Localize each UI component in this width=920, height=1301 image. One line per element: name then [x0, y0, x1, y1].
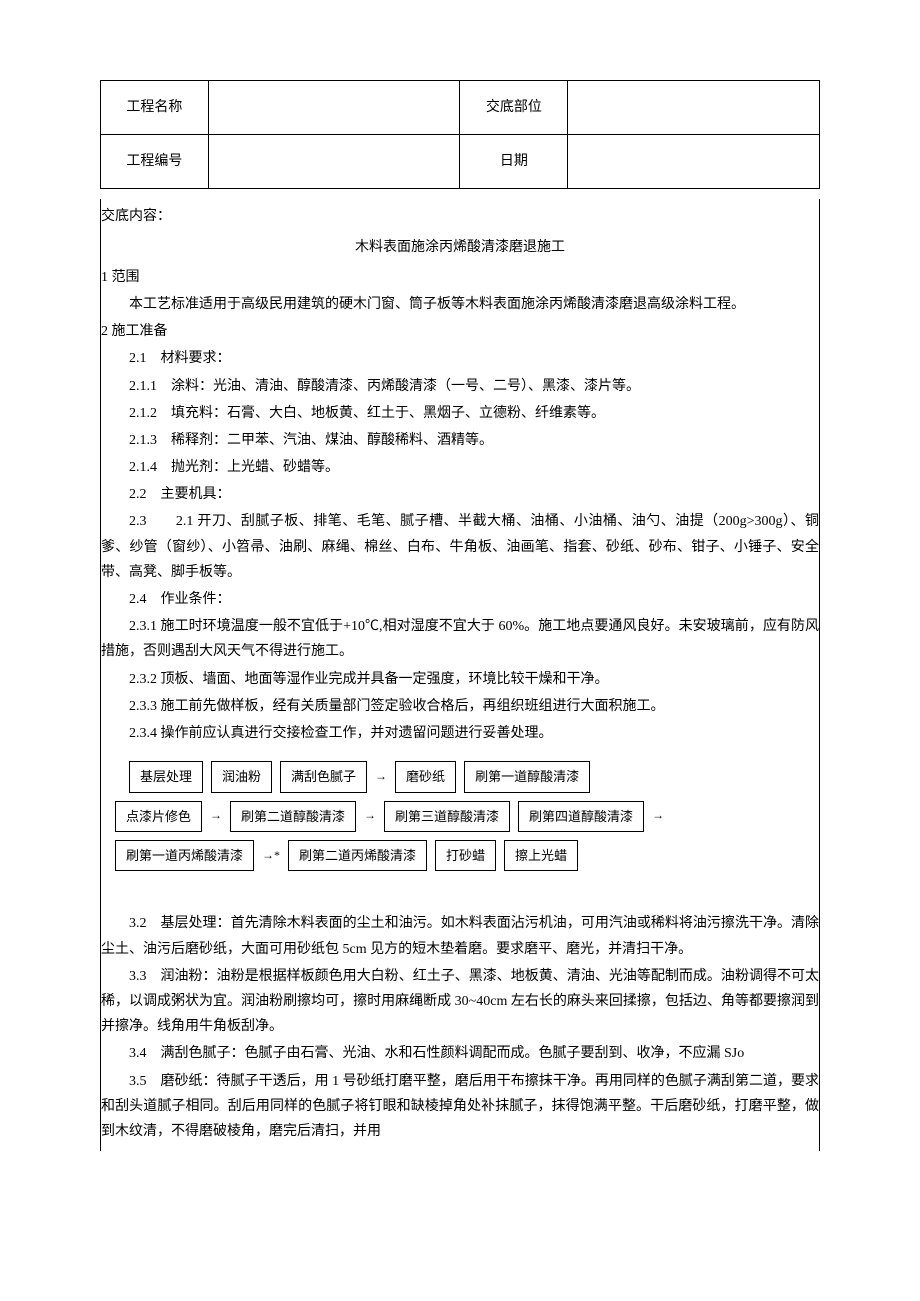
- section-2-1: 2.1 材料要求：: [101, 346, 819, 371]
- date-label: 日期: [460, 135, 568, 189]
- section-2-1-4: 2.1.4 抛光剂：上光蜡、砂蜡等。: [101, 455, 819, 480]
- project-name-label: 工程名称: [101, 81, 209, 135]
- flow-box: 点漆片修色: [115, 801, 202, 832]
- section-2-1-2: 2.1.2 填充料：石膏、大白、地板黄、红土于、黑烟子、立德粉、纤维素等。: [101, 401, 819, 426]
- section-2-1-3: 2.1.3 稀释剂：二甲苯、汽油、煤油、醇酸稀料、酒精等。: [101, 428, 819, 453]
- project-name-value: [208, 81, 460, 135]
- section-2-2: 2.2 主要机具：: [101, 482, 819, 507]
- content-body: 交底内容： 木料表面施涂丙烯酸清漆磨退施工 1 范围 本工艺标准适用于高级民用建…: [100, 199, 820, 1151]
- section-1-text: 本工艺标准适用于高级民用建筑的硬木门窗、筒子板等木料表面施涂丙烯酸清漆磨退高级涂…: [101, 292, 819, 317]
- section-2-3-1: 2.3.1 施工时环境温度一般不宜低于+10℃,相对湿度不宜大于 60%。施工地…: [101, 614, 819, 664]
- content-header: 交底内容：: [101, 204, 819, 229]
- flow-box: 磨砂纸: [395, 761, 456, 792]
- flow-box: 刷第二道醇酸清漆: [230, 801, 356, 832]
- table-row: 工程名称 交底部位: [101, 81, 820, 135]
- section-2-3-3: 2.3.3 施工前先做样板，经有关质量部门签定验收合格后，再组织班组进行大面积施…: [101, 694, 819, 719]
- arrow-icon: →: [364, 805, 376, 827]
- flow-box: 刷第三道醇酸清漆: [384, 801, 510, 832]
- flow-box: 刷第二道丙烯酸清漆: [288, 840, 427, 871]
- flow-box: 刷第一道丙烯酸清漆: [115, 840, 254, 871]
- flow-row-3: 刷第一道丙烯酸清漆 →* 刷第二道丙烯酸清漆 打砂蜡 擦上光蜡: [101, 840, 819, 871]
- section-3-4: 3.4 满刮色腻子：色腻子由石膏、光油、水和石性颜料调配而成。色腻子要刮到、收净…: [101, 1041, 819, 1066]
- location-label: 交底部位: [460, 81, 568, 135]
- header-table: 工程名称 交底部位 工程编号 日期: [100, 80, 820, 189]
- section-3-3: 3.3 润油粉：油粉是根据样板颜色用大白粉、红土子、黑漆、地板黄、清油、光油等配…: [101, 964, 819, 1040]
- arrow-icon: →: [210, 805, 222, 827]
- flow-row-2: 点漆片修色 → 刷第二道醇酸清漆 → 刷第三道醇酸清漆 刷第四道醇酸清漆 →: [101, 801, 819, 832]
- section-2-3: 2.3 2.1 开刀、刮腻子板、排笔、毛笔、腻子槽、半截大桶、油桶、小油桶、油勺…: [101, 509, 819, 585]
- flow-row-1: 基层处理 润油粉 满刮色腻子 → 磨砂纸 刷第一道醇酸清漆: [101, 761, 819, 792]
- section-3-2: 3.2 基层处理：首先清除木料表面的尘土和油污。如木料表面沾污机油，可用汽油或稀…: [101, 911, 819, 961]
- flow-box: 刷第一道醇酸清漆: [464, 761, 590, 792]
- arrow-icon: →: [652, 805, 664, 827]
- section-3-5: 3.5 磨砂纸：待腻子干透后，用 1 号砂纸打磨平整，磨后用干布擦抹干净。再用同…: [101, 1069, 819, 1145]
- project-no-label: 工程编号: [101, 135, 209, 189]
- flow-box: 擦上光蜡: [504, 840, 578, 871]
- flow-box: 满刮色腻子: [280, 761, 367, 792]
- section-2-1-1: 2.1.1 涂料：光油、清油、醇酸清漆、丙烯酸清漆（一号、二号）、黑漆、漆片等。: [101, 374, 819, 399]
- document-title: 木料表面施涂丙烯酸清漆磨退施工: [101, 235, 819, 260]
- project-no-value: [208, 135, 460, 189]
- section-2-3-4: 2.3.4 操作前应认真进行交接检查工作，并对遗留问题进行妥善处理。: [101, 721, 819, 746]
- arrow-icon: →: [375, 766, 387, 788]
- flow-box: 刷第四道醇酸清漆: [518, 801, 644, 832]
- table-row: 工程编号 日期: [101, 135, 820, 189]
- location-value: [568, 81, 820, 135]
- section-2-heading: 2 施工准备: [101, 319, 819, 344]
- section-2-4: 2.4 作业条件：: [101, 587, 819, 612]
- flowchart: 基层处理 润油粉 满刮色腻子 → 磨砂纸 刷第一道醇酸清漆 点漆片修色 → 刷第…: [101, 748, 819, 884]
- section-1-heading: 1 范围: [101, 265, 819, 290]
- date-value: [568, 135, 820, 189]
- flow-box: 润油粉: [211, 761, 272, 792]
- flow-box: 基层处理: [129, 761, 203, 792]
- section-2-3-2: 2.3.2 顶板、墙面、地面等湿作业完成并具备一定强度，环境比较干燥和干净。: [101, 667, 819, 692]
- arrow-icon: →*: [262, 845, 280, 867]
- flow-box: 打砂蜡: [435, 840, 496, 871]
